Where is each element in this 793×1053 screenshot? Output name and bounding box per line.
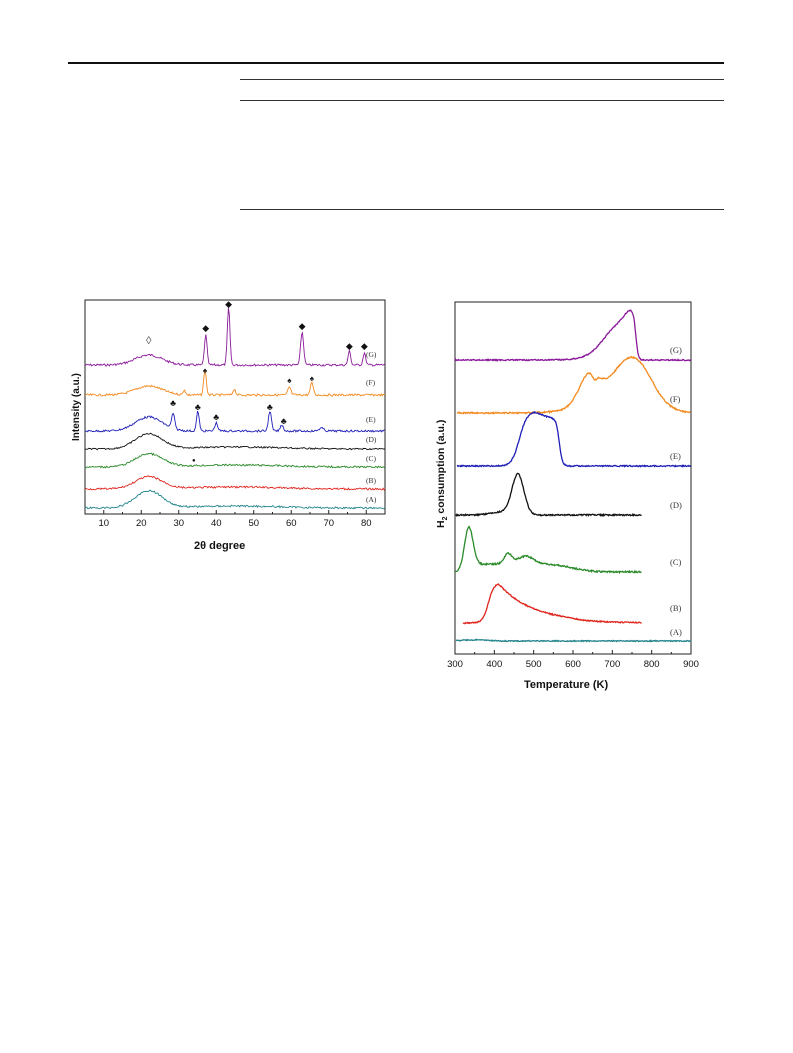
tpr-x-tick-label: 300 — [447, 659, 463, 670]
xrd-peak-marker: ◆ — [299, 321, 306, 331]
xrd-series-g — [84, 308, 386, 367]
xrd-x-tick-label: 30 — [173, 518, 184, 529]
table-header-rule — [240, 100, 724, 101]
tpr-series-label: (F) — [670, 394, 681, 404]
xrd-markers: ◊ ◆ ◆ ◆ ◆ ◆ ♠ ♠ ♠ ♣ ♣ ♣ ♣ ♣ ● — [146, 299, 368, 464]
xrd-plot-frame — [84, 299, 386, 515]
tpr-series-label: (C) — [670, 557, 682, 567]
tpr-x-axis-label: Temperature (K) — [524, 679, 608, 691]
xrd-series-a — [84, 489, 386, 510]
tpr-series-d — [455, 472, 642, 518]
xrd-curves — [84, 308, 386, 510]
xrd-series-d — [84, 432, 386, 451]
xrd-x-tick-label: 20 — [136, 518, 147, 529]
tpr-x-tick-label: 700 — [604, 659, 620, 670]
tpr-x-tick-label: 400 — [486, 659, 502, 670]
tpr-curves — [454, 309, 692, 643]
tpr-x-tick-label: 800 — [644, 659, 660, 670]
tpr-series-e — [456, 410, 692, 468]
xrd-series-label: (B) — [366, 476, 377, 485]
xrd-chart: ◊◆◆◆◆ ◆♠♠ ♠♣ ♣♣♣♣● 10 20 30 40 50 60 70 80 (G)(F)(… — [71, 299, 386, 552]
tpr-series-label: (G) — [670, 345, 682, 355]
xrd-series-label: (F) — [366, 378, 376, 387]
tpr-series-f — [456, 355, 691, 415]
xrd-peak-marker: ◆ — [361, 341, 368, 351]
xrd-x-axis-label: 2θ degree — [194, 540, 245, 552]
xrd-series-label: (A) — [366, 495, 377, 504]
xrd-peak-marker: ♠ — [310, 374, 315, 383]
tpr-chart: 300 400 500 600 700 800 900 (G) (F) (E) (D) (C) (B)… — [435, 301, 699, 691]
xrd-peak-marker: ♣ — [170, 398, 176, 408]
xrd-series-e — [84, 410, 386, 433]
tpr-series-a — [455, 638, 692, 643]
xrd-x-tick-label: 80 — [361, 518, 372, 529]
tpr-series-label: (E) — [670, 451, 681, 461]
xrd-peak-marker: ◆ — [346, 341, 353, 351]
tpr-series-b — [462, 583, 642, 625]
tpr-series-label: (B) — [670, 603, 682, 613]
xrd-peak-marker: ● — [192, 458, 196, 464]
xrd-y-axis-label: Intensity (a.u.) — [71, 373, 82, 441]
tpr-x-tick-label: 600 — [565, 659, 581, 670]
xrd-peak-marker: ♠ — [287, 376, 292, 385]
tpr-series-label: (D) — [670, 500, 682, 510]
xrd-ticks: 10 20 30 40 50 60 70 80 — [84, 510, 386, 529]
tpr-series-labels: (G) (F) (E) (D) (C) (B) (A) — [670, 345, 682, 637]
tpr-series-label: (A) — [670, 627, 682, 637]
tpr-x-tick-label: 500 — [526, 659, 542, 670]
tpr-series-g — [454, 309, 691, 362]
xrd-series-label: (C) — [366, 454, 377, 463]
xrd-series-label: (E) — [366, 415, 376, 424]
xrd-peak-marker: ◊ — [146, 335, 152, 347]
tpr-plot-frame — [454, 301, 692, 655]
xrd-peak-marker: ♣ — [213, 412, 219, 422]
table-top-rule — [240, 79, 724, 80]
xrd-series-labels: (G) (F) (E) (D) (C) (B) (A) — [366, 350, 377, 504]
xrd-peak-marker: ◆ — [202, 323, 209, 333]
tpr-y-axis-label: H2 consumption (a.u.) — [435, 420, 449, 528]
xrd-x-tick-label: 70 — [323, 518, 334, 529]
xrd-x-tick-label: 10 — [98, 518, 109, 529]
tpr-x-tick-label: 900 — [683, 659, 699, 670]
xrd-peak-marker: ♣ — [267, 402, 273, 412]
xrd-peak-marker: ♠ — [203, 366, 208, 375]
xrd-peak-marker: ♣ — [281, 416, 287, 426]
tpr-series-c — [455, 525, 642, 575]
header-rule — [68, 62, 724, 64]
xrd-x-tick-label: 40 — [211, 518, 222, 529]
xrd-series-b — [84, 475, 386, 491]
xrd-peak-marker: ◆ — [225, 299, 232, 309]
xrd-x-tick-label: 50 — [248, 518, 259, 529]
table-bottom-rule — [240, 209, 724, 210]
xrd-series-c — [84, 452, 386, 469]
xrd-peak-marker: ♣ — [195, 402, 201, 412]
xrd-series-f — [84, 370, 386, 398]
tpr-ticks: 300 400 500 600 700 800 900 — [447, 650, 699, 670]
xrd-series-label: (G) — [366, 350, 377, 359]
xrd-series-label: (D) — [366, 435, 377, 444]
xrd-x-tick-label: 60 — [286, 518, 297, 529]
